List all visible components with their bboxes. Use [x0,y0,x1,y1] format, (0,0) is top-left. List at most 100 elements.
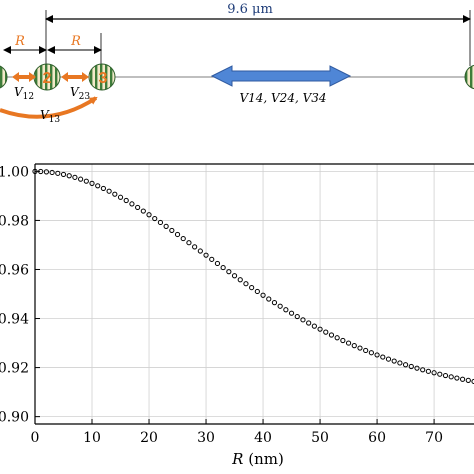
x-tick-label: 0 [31,430,40,446]
data-point [220,264,226,271]
schematic: 9.6 μm R R 2 3 V12 V23 V13 V14, V24, V3 [0,2,474,125]
data-point [95,183,101,189]
y-tick-label: 0.94 [0,312,29,328]
y-tick-label: 0.90 [0,410,29,426]
data-point [89,180,95,186]
data-point [294,313,300,320]
data-point [357,345,363,351]
far-interactions-label: V14, V24, V34 [239,91,326,105]
x-tick-label: 40 [254,430,272,446]
v13-arrow [0,96,98,119]
v12-arrowheads [12,72,36,82]
data-point [260,292,266,298]
data-point [66,173,72,179]
grid [35,164,474,424]
plot-area [35,164,474,424]
data-point [459,376,466,382]
data-point [169,227,175,234]
data-point [448,374,454,380]
data-point [311,323,317,329]
y-tick-label: 0.92 [0,361,29,377]
x-axis-label: R (nm) [231,450,284,468]
data-point [152,215,158,222]
data-point [254,288,260,295]
data-point [425,368,431,374]
data-point [157,219,164,226]
x-tick-label: 70 [425,430,443,446]
data-point [140,208,146,214]
data-point [442,372,449,379]
v12-label: V12 [14,85,34,102]
data-point [72,174,78,180]
data-point [123,197,129,204]
x-tick-label: 30 [197,430,215,446]
data-point [345,340,352,346]
y-tick-label: 0.98 [0,213,29,229]
data-point [317,326,323,332]
data-point [112,191,118,197]
y-tick-label: 1.00 [0,164,29,180]
atom-1 [0,65,8,89]
v23-label: V23 [70,85,90,102]
data-point [83,178,89,184]
data-point [100,185,107,192]
data-point [203,252,209,258]
data-point [323,329,329,335]
data-point [146,212,152,218]
data-point [180,235,186,242]
y-tick-label: 0.96 [0,262,29,278]
data-series [32,168,474,385]
data-point [117,194,124,200]
data-point [106,188,112,194]
data-point [363,347,369,354]
data-point [437,371,443,377]
data-point [214,260,221,267]
data-point [197,248,203,254]
data-point [43,169,50,175]
data-point [391,358,397,364]
x-tick-label: 60 [368,430,386,446]
x-tick-label: 50 [311,430,329,446]
data-point [402,362,409,368]
data-point [163,223,169,229]
spacing-label-right: R [70,34,81,49]
data-point [49,169,55,176]
distance-label: 9.6 μm [227,2,273,17]
v23-arrowheads [61,72,89,82]
data-point [414,365,420,371]
data-point [454,375,460,381]
data-point [231,273,238,279]
data-point [192,244,198,250]
atom-3: 3 [88,63,116,91]
x-axis: 0 10 20 30 40 50 60 70 [31,419,443,446]
data-point [340,337,346,344]
atom-4 [464,64,474,90]
data-point [60,171,67,178]
data-point [283,307,289,313]
data-point [237,277,243,283]
atom-2-label: 2 [43,70,52,87]
data-point [300,317,306,323]
data-point [266,296,272,302]
data-point [78,176,84,182]
data-point [397,360,403,366]
data-point [288,310,295,316]
data-point [135,204,141,211]
plot: 1.00 0.98 0.96 0.94 0.92 0.90 0 10 20 30 40 50 60 70… [0,163,474,468]
data-point [129,201,135,207]
data-point [431,370,437,376]
data-point [249,284,255,291]
data-point [226,269,232,275]
data-point [328,332,335,338]
data-point [380,354,386,360]
x-tick-label: 10 [83,430,101,446]
x-tick-label: 20 [140,430,158,446]
y-axis: 1.00 0.98 0.96 0.94 0.92 0.90 [0,164,40,426]
data-point [55,170,61,176]
data-point [38,168,44,175]
data-point [306,320,312,326]
atom-3-label: 3 [99,70,108,87]
data-point [271,300,278,306]
data-point [374,352,380,358]
